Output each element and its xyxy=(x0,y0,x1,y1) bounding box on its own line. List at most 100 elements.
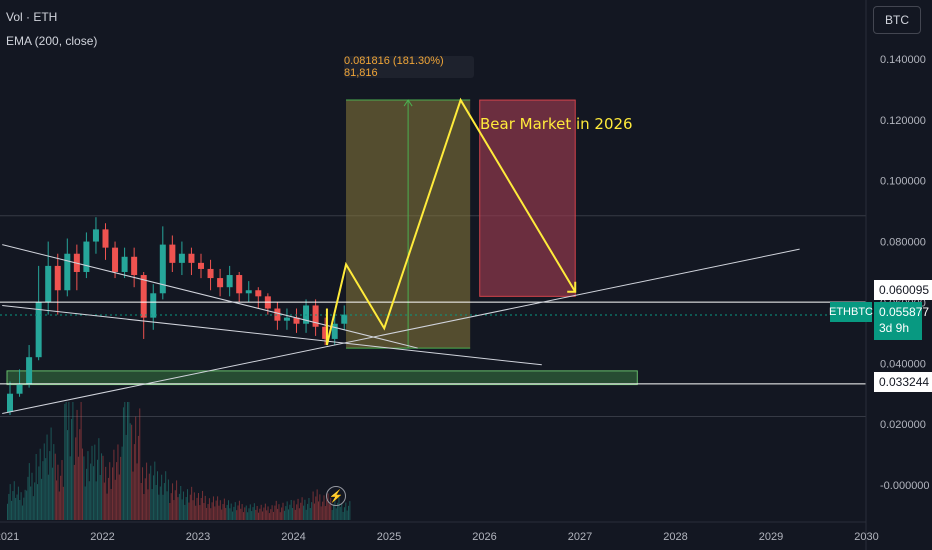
x-tick-label: 2029 xyxy=(759,531,783,543)
volume-bar xyxy=(24,489,26,520)
volume-bar xyxy=(237,505,239,520)
volume-bar xyxy=(65,402,67,520)
volume-bar xyxy=(129,423,131,520)
volume-bar xyxy=(62,486,64,520)
volume-bar xyxy=(167,479,169,520)
volume-bar xyxy=(110,488,112,520)
candle-body xyxy=(112,247,119,272)
volume-bar xyxy=(182,491,184,520)
volume-bar xyxy=(266,510,268,520)
volume-bar xyxy=(177,497,179,520)
trend-lines xyxy=(0,244,866,414)
volume-bar xyxy=(103,482,105,520)
symbol-tag: ETHBTC xyxy=(829,302,873,322)
volume-bar xyxy=(324,506,326,520)
volume-bar xyxy=(105,466,107,520)
volume-bar xyxy=(71,418,73,520)
volume-bar xyxy=(223,498,225,520)
volume-bar xyxy=(337,502,339,520)
volume-bar xyxy=(196,497,198,520)
volume-bar xyxy=(349,501,351,520)
candle-body xyxy=(274,308,281,321)
candle-body xyxy=(283,317,290,321)
volume-bar xyxy=(244,507,246,520)
volume-bar xyxy=(315,496,317,520)
volume-bar xyxy=(165,471,167,520)
volume-bar xyxy=(298,508,300,520)
candle-body xyxy=(92,229,99,242)
volume-bar xyxy=(258,512,259,520)
x-tick-label: 2022 xyxy=(90,531,114,543)
candle-body xyxy=(188,253,195,263)
currency-scale-button[interactable]: BTC xyxy=(873,6,921,34)
x-tick-label: 2021 xyxy=(0,531,19,543)
volume-bar xyxy=(290,499,292,520)
volume-legend[interactable]: Vol · ETH xyxy=(6,10,58,24)
volume-bar xyxy=(31,472,33,520)
candle-body xyxy=(140,275,147,318)
volume-bar xyxy=(113,449,115,520)
volume-bar xyxy=(338,497,340,520)
volume-bar xyxy=(304,499,306,520)
volume-bar xyxy=(262,511,264,520)
volume-bar xyxy=(133,444,135,520)
volume-bar xyxy=(49,451,51,520)
volume-bar xyxy=(97,459,98,520)
volume-bar xyxy=(124,402,126,520)
x-tick-label: 2023 xyxy=(186,531,210,543)
volume-bar xyxy=(86,468,88,520)
volume-bar xyxy=(255,509,257,520)
volume-bar xyxy=(207,504,209,520)
volume-bar xyxy=(125,434,127,520)
x-tick-label: 2026 xyxy=(472,531,496,543)
volume-bar xyxy=(67,430,68,520)
volume-bar xyxy=(327,493,329,520)
candle-body xyxy=(83,241,90,272)
volume-bar xyxy=(137,435,139,520)
volume-bar xyxy=(19,500,21,520)
volume-bar xyxy=(81,448,83,520)
y-tick-label: 0.080000 xyxy=(880,237,926,249)
current-price-tag: 0.055877 3d 9h xyxy=(874,302,929,340)
volume-bar xyxy=(83,456,85,520)
candle-body xyxy=(293,317,300,324)
volume-bar xyxy=(318,501,319,520)
volume-bar xyxy=(42,461,44,520)
volume-bar xyxy=(102,455,104,520)
volume-bar xyxy=(281,507,283,520)
volume-bar xyxy=(334,499,336,520)
volume-bar xyxy=(319,494,321,520)
y-tick-label: 0.100000 xyxy=(880,176,926,188)
candle-body xyxy=(226,275,233,288)
volume-bar xyxy=(263,507,265,520)
volume-bar xyxy=(339,506,341,520)
volume-bar xyxy=(271,505,273,520)
lightning-icon[interactable]: ⚡ xyxy=(326,486,346,506)
volume-bar xyxy=(289,504,291,520)
volume-bar xyxy=(238,500,240,520)
volume-bar xyxy=(152,475,154,520)
volume-bar xyxy=(331,510,333,520)
volume-bar xyxy=(131,424,133,520)
trend-line xyxy=(2,244,418,349)
volume-bar xyxy=(120,456,122,520)
bear-market-annotation: Bear Market in 2026 xyxy=(480,115,633,133)
volume-bar xyxy=(322,501,324,520)
volume-bar xyxy=(101,453,103,520)
ema-legend[interactable]: EMA (200, close) xyxy=(6,34,98,48)
volume-bar xyxy=(270,509,272,520)
volume-bar xyxy=(320,506,322,520)
volume-bar xyxy=(178,493,180,520)
volume-bar xyxy=(215,500,217,520)
volume-bar xyxy=(219,500,221,520)
level-high-tag: 0.060095 xyxy=(874,280,932,300)
volume-bar xyxy=(56,480,58,520)
y-tick-label: 0.020000 xyxy=(880,419,926,431)
volume-bar xyxy=(311,502,313,520)
volume-bar xyxy=(214,506,216,520)
volume-bar xyxy=(155,485,157,520)
projection-arrowhead xyxy=(567,281,577,293)
volume-bar xyxy=(300,502,302,520)
volume-bar xyxy=(76,409,78,520)
